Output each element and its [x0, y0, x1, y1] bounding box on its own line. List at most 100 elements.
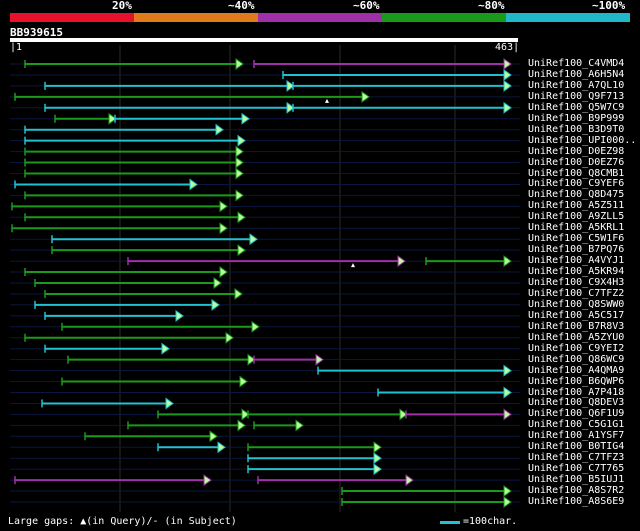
segment-end-arrow: [503, 79, 512, 92]
legend-swatch-100: [506, 13, 630, 22]
scale-text: =100char.: [463, 516, 518, 527]
segment-end-arrow: [234, 287, 243, 300]
segment-end-arrow: [373, 463, 382, 476]
hit-label[interactable]: UniRef100_Q8SWW0: [528, 298, 625, 310]
segment-end-arrow: [361, 90, 370, 103]
segment-end-arrow: [405, 474, 414, 487]
segment-end-arrow: [503, 101, 512, 114]
hit-label[interactable]: UniRef100_A7P418: [528, 386, 625, 398]
hit-label[interactable]: UniRef100_C7T765: [528, 463, 625, 475]
segment-end-arrow: [235, 58, 244, 70]
hit-label[interactable]: UniRef100_B0TIG4: [528, 441, 625, 453]
hit-label[interactable]: UniRef100_Q5W7C9: [528, 101, 625, 113]
hit-label[interactable]: UniRef100_B7R8V3: [528, 320, 625, 332]
hit-label[interactable]: UniRef100_A6H5N4: [528, 68, 625, 80]
gap-legend-text: Large gaps: ▲(in Query)/- (in Subject): [8, 516, 237, 527]
hit-label[interactable]: UniRef100_UPI000..: [528, 134, 637, 146]
hit-label[interactable]: UniRef100_A5C517: [528, 309, 625, 321]
hit-label[interactable]: UniRef100_Q8CMB1: [528, 167, 625, 179]
hit-label[interactable]: UniRef100_Q8DEV3: [528, 397, 625, 409]
query-start: 1: [16, 42, 23, 53]
segment-end-arrow: [503, 496, 512, 508]
segment-end-arrow: [503, 408, 512, 421]
hit-label[interactable]: UniRef100_Q86WC9: [528, 353, 625, 365]
hit-label[interactable]: UniRef100_B3D9T0: [528, 123, 625, 135]
segment-end-arrow: [203, 474, 212, 487]
segment-end-arrow: [247, 353, 256, 366]
hit-label[interactable]: UniRef100_C7TFZ3: [528, 452, 625, 464]
hit-label[interactable]: UniRef100_C5W1F6: [528, 233, 625, 245]
hit-label[interactable]: UniRef100_A1YSF7: [528, 430, 625, 442]
segment-end-arrow: [251, 320, 260, 333]
hit-label[interactable]: UniRef100_C9YEF6: [528, 178, 625, 190]
segment-end-arrow: [219, 222, 228, 235]
hit-label[interactable]: UniRef100_A4QMA9: [528, 364, 625, 376]
segment-end-arrow: [503, 58, 512, 70]
query-ruler: [10, 38, 518, 42]
legend-label-20: 20%: [112, 0, 132, 12]
segment-end-arrow: [213, 277, 222, 289]
hit-label[interactable]: UniRef100_A5KRL1: [528, 222, 625, 234]
segment-end-arrow: [397, 255, 406, 268]
scale-bar: [440, 521, 460, 524]
segment-end-arrow: [503, 386, 512, 399]
segment-end-arrow: [241, 112, 250, 125]
hit-label[interactable]: UniRef100_A7QL10: [528, 79, 625, 91]
legend-label-60: ~60%: [353, 0, 380, 12]
legend-label-80: ~80%: [478, 0, 505, 12]
hit-label[interactable]: UniRef100_D0EZ76: [528, 156, 625, 168]
query-gap-marker: [351, 263, 355, 268]
hit-label[interactable]: UniRef100_B7PQ76: [528, 244, 625, 256]
segment-end-arrow: [237, 134, 246, 147]
hit-label[interactable]: UniRef100_A5KR94: [528, 266, 625, 278]
query-end: 463: [495, 42, 514, 53]
hit-label[interactable]: UniRef100_C5G1G1: [528, 419, 625, 431]
segment-end-arrow: [235, 189, 244, 202]
hit-label[interactable]: UniRef100_A9ZLL5: [528, 211, 625, 223]
hit-label[interactable]: UniRef100_Q8D475: [528, 189, 625, 201]
hit-label[interactable]: UniRef100_B5IUJ1: [528, 474, 625, 486]
segment-end-arrow: [189, 178, 198, 191]
segment-end-arrow: [215, 123, 224, 136]
segment-end-arrow: [175, 309, 184, 322]
hit-label[interactable]: UniRef100_A5Z511: [528, 200, 625, 212]
segment-end-arrow: [503, 255, 512, 268]
segment-end-arrow: [237, 244, 246, 257]
hit-label[interactable]: UniRef100_A8S6E9: [528, 496, 625, 507]
segment-end-arrow: [211, 298, 220, 311]
segment-end-arrow: [217, 441, 226, 454]
hit-label[interactable]: UniRef100_C9X4H3: [528, 277, 625, 288]
segment-end-arrow: [219, 266, 228, 279]
segment-end-arrow: [235, 145, 244, 158]
query-end-tick: 463|: [495, 42, 520, 53]
segment-end-arrow: [237, 419, 246, 432]
segment-end-arrow: [286, 101, 295, 114]
segment-end-arrow: [235, 156, 244, 169]
hit-label[interactable]: UniRef100_C7TFZ2: [528, 287, 625, 299]
hit-label[interactable]: UniRef100_B9P999: [528, 112, 625, 124]
legend-label-40: ~40%: [228, 0, 255, 12]
segment-end-arrow: [249, 233, 258, 246]
hit-label[interactable]: UniRef100_C4VMD4: [528, 58, 625, 69]
hit-label[interactable]: UniRef100_C9YEI2: [528, 342, 625, 354]
hit-label[interactable]: UniRef100_B6QWP6: [528, 375, 625, 387]
segment-end-arrow: [286, 79, 295, 92]
legend-swatch-80: [382, 13, 506, 22]
legend-swatch-20: [10, 13, 134, 22]
segment-end-arrow: [165, 397, 174, 410]
segment-end-arrow: [239, 375, 248, 388]
hit-label[interactable]: UniRef100_D0EZ98: [528, 145, 625, 157]
segment-end-arrow: [373, 452, 382, 465]
segment-end-arrow: [209, 430, 218, 443]
hit-label[interactable]: UniRef100_A5ZYU0: [528, 331, 625, 343]
hit-label[interactable]: UniRef100_A8S7R2: [528, 485, 625, 497]
hit-label[interactable]: UniRef100_Q9F713: [528, 90, 625, 102]
hit-label[interactable]: UniRef100_A4VYJ1: [528, 255, 625, 267]
segment-end-arrow: [161, 342, 170, 355]
segment-end-arrow: [219, 200, 228, 213]
segment-end-arrow: [225, 331, 234, 344]
hit-label[interactable]: UniRef100_Q6F1U9: [528, 408, 625, 420]
legend-swatch-40: [134, 13, 258, 22]
segment-end-arrow: [295, 419, 304, 432]
